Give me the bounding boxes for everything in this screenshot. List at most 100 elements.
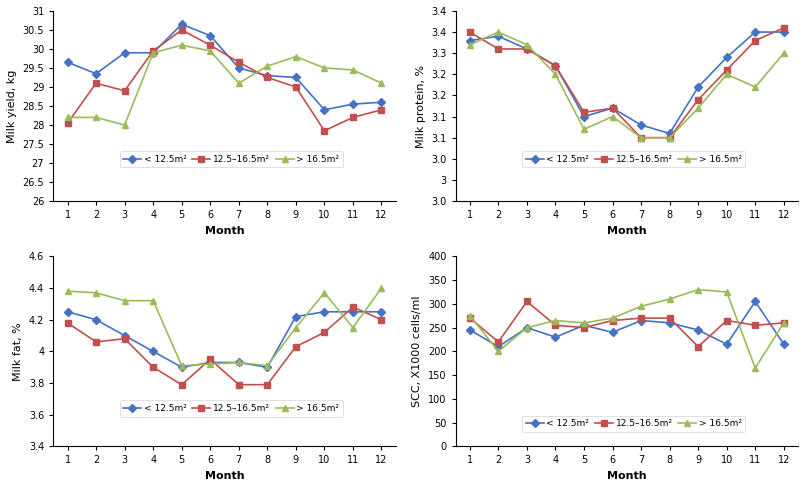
12.5–16.5m² xyxy=(636,315,646,321)
> 16.5m² xyxy=(779,320,789,326)
Line: < 12.5m²: < 12.5m² xyxy=(467,299,786,349)
< 12.5m² xyxy=(779,341,789,347)
< 12.5m² xyxy=(722,341,732,347)
> 16.5m² xyxy=(636,135,646,141)
< 12.5m² xyxy=(551,334,560,340)
< 12.5m² xyxy=(148,50,158,56)
Line: > 16.5m²: > 16.5m² xyxy=(467,287,786,371)
Line: 12.5–16.5m²: 12.5–16.5m² xyxy=(467,299,786,349)
< 12.5m² xyxy=(234,65,244,71)
< 12.5m² xyxy=(522,325,532,330)
12.5–16.5m² xyxy=(636,135,646,141)
> 16.5m² xyxy=(320,290,329,296)
Legend: < 12.5m², 12.5–16.5m², > 16.5m²: < 12.5m², 12.5–16.5m², > 16.5m² xyxy=(120,151,343,167)
12.5–16.5m² xyxy=(377,317,386,323)
> 16.5m² xyxy=(665,135,675,141)
> 16.5m² xyxy=(91,115,101,121)
Line: > 16.5m²: > 16.5m² xyxy=(64,285,384,368)
< 12.5m² xyxy=(779,29,789,35)
12.5–16.5m² xyxy=(348,115,357,121)
< 12.5m² xyxy=(579,114,588,120)
> 16.5m² xyxy=(177,42,187,48)
Line: 12.5–16.5m²: 12.5–16.5m² xyxy=(64,27,384,134)
> 16.5m² xyxy=(177,363,187,368)
12.5–16.5m² xyxy=(493,46,503,52)
> 16.5m² xyxy=(320,65,329,71)
> 16.5m² xyxy=(608,114,617,120)
12.5–16.5m² xyxy=(522,299,532,305)
X-axis label: Month: Month xyxy=(204,471,244,481)
> 16.5m² xyxy=(551,71,560,77)
> 16.5m² xyxy=(148,50,158,56)
< 12.5m² xyxy=(205,33,215,39)
12.5–16.5m² xyxy=(750,38,760,43)
12.5–16.5m² xyxy=(148,365,158,370)
12.5–16.5m² xyxy=(722,318,732,324)
Legend: < 12.5m², 12.5–16.5m², > 16.5m²: < 12.5m², 12.5–16.5m², > 16.5m² xyxy=(522,416,745,432)
12.5–16.5m² xyxy=(608,318,617,324)
> 16.5m² xyxy=(348,67,357,73)
12.5–16.5m² xyxy=(91,339,101,345)
12.5–16.5m² xyxy=(551,63,560,69)
< 12.5m² xyxy=(63,60,72,65)
12.5–16.5m² xyxy=(465,315,475,321)
12.5–16.5m² xyxy=(120,88,130,94)
> 16.5m² xyxy=(722,71,732,77)
> 16.5m² xyxy=(665,296,675,302)
< 12.5m² xyxy=(465,38,475,43)
> 16.5m² xyxy=(377,285,386,291)
< 12.5m² xyxy=(291,314,301,320)
< 12.5m² xyxy=(91,71,101,77)
Y-axis label: Milk protein, %: Milk protein, % xyxy=(415,64,426,147)
< 12.5m² xyxy=(750,29,760,35)
> 16.5m² xyxy=(693,105,703,111)
> 16.5m² xyxy=(63,288,72,294)
12.5–16.5m² xyxy=(348,304,357,310)
< 12.5m² xyxy=(693,84,703,90)
> 16.5m² xyxy=(262,363,272,368)
> 16.5m² xyxy=(91,290,101,296)
Line: < 12.5m²: < 12.5m² xyxy=(64,309,384,370)
12.5–16.5m² xyxy=(722,67,732,73)
Line: 12.5–16.5m²: 12.5–16.5m² xyxy=(64,304,384,387)
< 12.5m² xyxy=(522,46,532,52)
12.5–16.5m² xyxy=(320,329,329,335)
12.5–16.5m² xyxy=(91,80,101,86)
Y-axis label: Milk yield, kg: Milk yield, kg xyxy=(7,69,17,142)
12.5–16.5m² xyxy=(205,356,215,362)
< 12.5m² xyxy=(320,309,329,315)
< 12.5m² xyxy=(722,55,732,61)
12.5–16.5m² xyxy=(63,320,72,326)
12.5–16.5m² xyxy=(693,344,703,349)
> 16.5m² xyxy=(750,365,760,371)
> 16.5m² xyxy=(291,54,301,60)
> 16.5m² xyxy=(377,80,386,86)
12.5–16.5m² xyxy=(522,46,532,52)
< 12.5m² xyxy=(120,333,130,339)
> 16.5m² xyxy=(636,304,646,309)
< 12.5m² xyxy=(750,299,760,305)
< 12.5m² xyxy=(579,323,588,328)
12.5–16.5m² xyxy=(177,382,187,387)
< 12.5m² xyxy=(377,99,386,105)
< 12.5m² xyxy=(262,73,272,79)
X-axis label: Month: Month xyxy=(607,225,646,236)
> 16.5m² xyxy=(779,50,789,56)
< 12.5m² xyxy=(665,320,675,326)
> 16.5m² xyxy=(465,42,475,48)
12.5–16.5m² xyxy=(579,109,588,115)
12.5–16.5m² xyxy=(291,84,301,90)
12.5–16.5m² xyxy=(177,27,187,33)
> 16.5m² xyxy=(608,315,617,321)
Line: < 12.5m²: < 12.5m² xyxy=(64,21,384,113)
Line: > 16.5m²: > 16.5m² xyxy=(467,29,786,141)
< 12.5m² xyxy=(493,344,503,349)
< 12.5m² xyxy=(551,63,560,69)
Line: < 12.5m²: < 12.5m² xyxy=(467,29,786,136)
12.5–16.5m² xyxy=(234,60,244,65)
< 12.5m² xyxy=(493,33,503,39)
12.5–16.5m² xyxy=(320,128,329,134)
< 12.5m² xyxy=(348,101,357,107)
12.5–16.5m² xyxy=(665,135,675,141)
Y-axis label: Milk fat, %: Milk fat, % xyxy=(14,322,23,381)
